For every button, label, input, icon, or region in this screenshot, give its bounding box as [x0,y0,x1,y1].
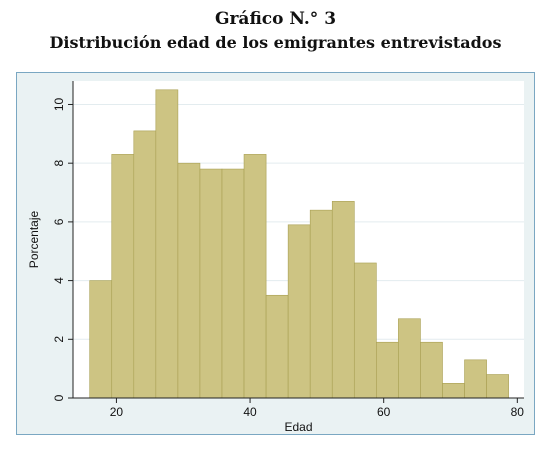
histogram-bar [221,168,245,399]
bars [89,89,509,399]
histogram-bar [486,374,509,399]
chart-header: Gráfico N.° 3 Distribución edad de los e… [0,8,551,54]
y-tick-label: 8 [52,160,66,167]
histogram-bar [243,154,267,399]
histogram-bar [309,209,333,399]
x-axis-title: Edad [284,420,312,434]
histogram-bar [331,201,355,399]
histogram-bar [111,154,135,399]
histogram-bar [287,224,311,399]
x-tick-label: 40 [243,405,257,419]
x-tick-label: 20 [110,405,124,419]
histogram-bar [199,168,223,399]
y-tick-label: 0 [52,394,66,401]
y-tick-label: 4 [52,277,66,284]
histogram-bar [464,359,487,399]
x-tick-label: 60 [377,405,391,419]
chart-title: Gráfico N.° 3 [214,9,337,29]
x-tick-label: 80 [511,405,525,419]
y-axis-title: Porcentaje [27,210,41,268]
histogram-bar [442,383,465,399]
axes: 0 2 4 6 8 10 20 40 60 80 [52,81,524,419]
histogram-bar [353,262,377,399]
y-tick-label: 10 [52,97,66,111]
histogram-bar [155,89,179,399]
histogram-bar [398,318,421,399]
chart-subtitle: Distribución edad de los emigrantes entr… [49,33,502,52]
histogram-bar [420,341,443,399]
histogram-bar [89,280,113,399]
y-tick-label: 2 [52,336,66,343]
histogram-bar [376,341,399,399]
histogram-bar [177,162,201,399]
y-tick-label: 6 [52,218,66,225]
histogram-bar [265,294,289,399]
histogram-bar [133,130,157,399]
